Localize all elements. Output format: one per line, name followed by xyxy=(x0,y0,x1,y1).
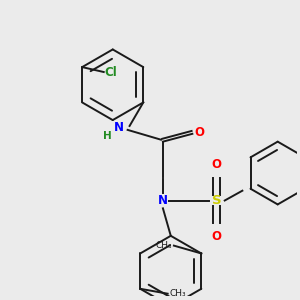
Text: O: O xyxy=(212,158,222,171)
Text: O: O xyxy=(194,126,204,139)
Text: CH₃: CH₃ xyxy=(169,289,186,298)
Text: N: N xyxy=(158,194,168,207)
Text: Cl: Cl xyxy=(105,65,118,79)
Text: S: S xyxy=(212,194,222,207)
Text: N: N xyxy=(114,122,124,134)
Text: O: O xyxy=(212,230,222,243)
Text: CH₃: CH₃ xyxy=(155,241,172,250)
Text: H: H xyxy=(103,131,112,141)
